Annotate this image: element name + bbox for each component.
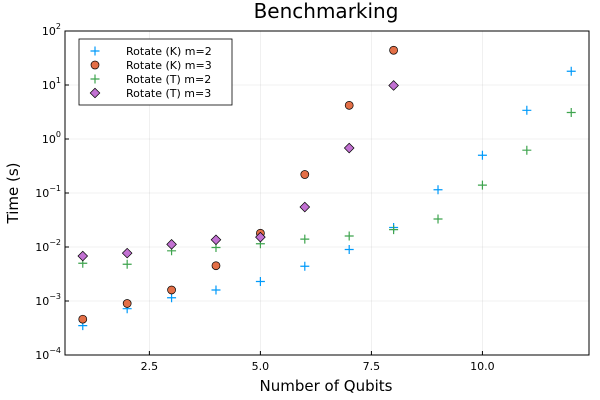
x-tick-label: 5.0 xyxy=(252,360,270,373)
y-tick-label: 10−2 xyxy=(35,238,61,254)
y-tick-exponent: 0 xyxy=(56,130,61,139)
y-tick-exponent: −2 xyxy=(49,238,61,247)
data-point xyxy=(522,145,532,155)
data-point xyxy=(255,231,266,243)
series-rotate-t-m-3 xyxy=(77,80,399,262)
legend-item: Rotate (K) m=2 xyxy=(90,45,212,58)
data-point xyxy=(122,259,132,269)
data-point xyxy=(477,150,487,160)
legend-marker xyxy=(90,60,100,70)
y-tick-base: 10 xyxy=(35,187,49,200)
data-point xyxy=(211,285,221,295)
y-tick-label: 10−4 xyxy=(35,346,61,362)
x-tick-label: 7.5 xyxy=(363,360,381,373)
y-tick-base: 10 xyxy=(35,295,49,308)
legend-label: Rotate (T) m=3 xyxy=(126,87,211,100)
series-markers xyxy=(77,45,576,331)
data-point xyxy=(344,231,354,241)
data-point xyxy=(344,100,354,110)
legend-marker xyxy=(90,74,100,84)
y-tick-exponent: −1 xyxy=(49,184,61,193)
data-point xyxy=(389,45,398,55)
series-rotate-k-m-3 xyxy=(78,45,398,324)
y-tick-exponent: 1 xyxy=(56,76,61,85)
data-point xyxy=(211,261,221,271)
legend-box xyxy=(78,38,233,106)
data-point xyxy=(300,170,310,179)
legend-marker xyxy=(89,87,101,99)
data-point xyxy=(388,80,399,91)
x-axis-label: Number of Qubits xyxy=(260,377,393,395)
data-point xyxy=(210,234,222,246)
legend-label: Rotate (K) m=2 xyxy=(126,45,212,58)
data-point xyxy=(344,244,354,254)
y-tick-exponent: 2 xyxy=(56,22,61,31)
legend-label: Rotate (T) m=2 xyxy=(126,73,211,86)
series-rotate-k-m-2 xyxy=(78,66,576,331)
y-tick-label: 101 xyxy=(42,76,61,92)
y-tick-exponent: −3 xyxy=(49,292,61,301)
legend-marker xyxy=(90,46,100,56)
x-tick-label: 2.5 xyxy=(141,360,159,373)
y-tick-label: 10−1 xyxy=(35,184,61,200)
y-tick-base: 10 xyxy=(42,79,56,92)
legend-item: Rotate (T) m=2 xyxy=(90,73,211,86)
x-tick-label: 10.0 xyxy=(470,360,495,373)
y-tick-base: 10 xyxy=(35,241,49,254)
data-point xyxy=(78,314,88,324)
y-tick-base: 10 xyxy=(35,349,49,362)
legend-label: Rotate (K) m=3 xyxy=(126,59,212,72)
y-tick-label: 10−3 xyxy=(35,292,61,308)
data-point xyxy=(300,234,310,244)
data-point xyxy=(300,261,310,271)
data-point xyxy=(343,142,355,154)
data-point xyxy=(522,105,532,115)
data-point xyxy=(255,276,265,286)
data-point xyxy=(299,201,311,213)
data-point xyxy=(389,225,399,235)
legend-item: Rotate (K) m=3 xyxy=(90,59,212,72)
data-point xyxy=(433,185,443,195)
chart-title: Benchmarking xyxy=(254,0,399,23)
data-point xyxy=(77,250,89,262)
y-axis-label: Time (s) xyxy=(4,163,22,225)
data-point xyxy=(121,247,133,259)
series-rotate-t-m-2 xyxy=(78,107,576,269)
data-point xyxy=(167,285,176,295)
data-point xyxy=(433,214,443,224)
data-point xyxy=(166,239,177,250)
data-point xyxy=(566,107,576,117)
y-tick-base: 10 xyxy=(42,133,56,146)
data-point xyxy=(566,66,576,76)
data-point xyxy=(122,299,132,308)
legend-item: Rotate (T) m=3 xyxy=(89,87,211,100)
data-point xyxy=(477,180,487,190)
y-tick-label: 102 xyxy=(42,22,61,38)
data-point xyxy=(167,293,177,303)
y-tick-exponent: −4 xyxy=(49,346,61,355)
y-tick-base: 10 xyxy=(42,25,56,38)
y-tick-label: 100 xyxy=(42,130,61,146)
